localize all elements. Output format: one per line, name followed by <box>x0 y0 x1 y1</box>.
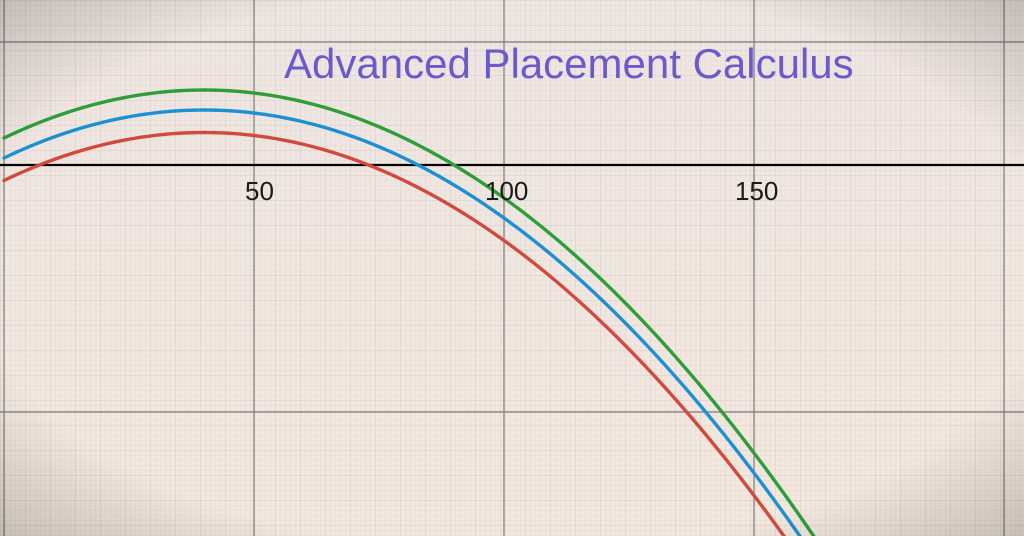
x-tick-label: 100 <box>485 176 528 207</box>
x-tick-label: 150 <box>735 176 778 207</box>
x-tick-label: 50 <box>245 176 274 207</box>
chart-title: Advanced Placement Calculus <box>284 40 854 88</box>
chart-stage: Advanced Placement Calculus 50 100 150 <box>0 0 1024 536</box>
